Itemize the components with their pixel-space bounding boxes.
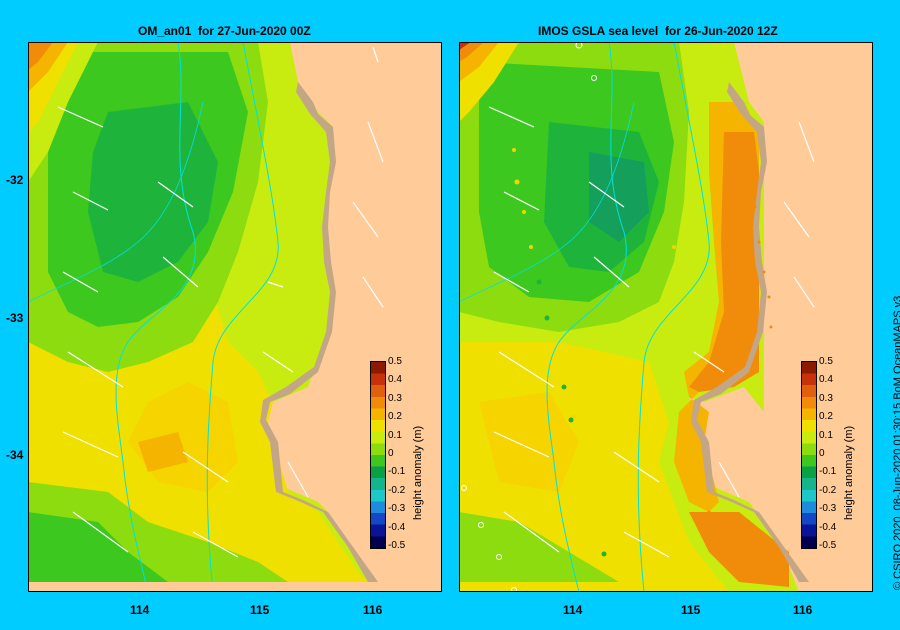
colorbar-1-scale bbox=[370, 361, 386, 549]
colorbar-1-tick-label: -0.4 bbox=[388, 521, 406, 533]
panel-1-x-tick-115: 115 bbox=[250, 603, 270, 617]
colorbar-2-title: height anomaly (m) bbox=[843, 425, 855, 520]
colorbar-1 bbox=[370, 361, 386, 549]
colorbar-2-scale bbox=[801, 361, 817, 549]
colorbar-1-tick-label: -0.3 bbox=[388, 503, 406, 515]
colorbar-1-tick-label: 0.5 bbox=[388, 356, 402, 367]
colorbar-1-tick-label: 0.4 bbox=[388, 374, 402, 386]
colorbar-2-tick-label: 0 bbox=[819, 448, 825, 459]
colorbar-1-tick-label: 0.2 bbox=[388, 411, 402, 423]
panel-1-x-tick-116: 116 bbox=[363, 603, 383, 617]
colorbar-2-tick-label: -0.4 bbox=[819, 521, 837, 533]
colorbar-1-tick-label: 0 bbox=[388, 448, 394, 459]
colorbar-2-tick-label: -0.1 bbox=[819, 466, 837, 478]
credit-text: © CSIRO 2020 08-Jun-2020 01:30:15 BoM Oc… bbox=[892, 295, 900, 590]
map-panel-altimetry bbox=[459, 42, 873, 592]
panel-2-x-tick-115: 115 bbox=[681, 603, 701, 617]
panel-1-title: OM_an01 for 27-Jun-2020 00Z bbox=[138, 24, 311, 38]
panel-2-x-tick-116: 116 bbox=[793, 603, 813, 617]
colorbar-2-tick-label: 0.3 bbox=[819, 392, 833, 404]
colorbar-1-tick-label: -0.5 bbox=[388, 540, 406, 551]
colorbar-1-tick-label: -0.2 bbox=[388, 484, 406, 496]
map-panel-model bbox=[28, 42, 442, 592]
panel-2-x-tick-114: 114 bbox=[563, 603, 583, 617]
colorbar-1-tick-label: 0.1 bbox=[388, 429, 402, 441]
y-tick-34: -34 bbox=[6, 448, 24, 462]
colorbar-1-title: height anomaly (m) bbox=[412, 425, 424, 520]
colorbar-2-tick-label: -0.3 bbox=[819, 503, 837, 515]
colorbar-2-tick-label: 0.4 bbox=[819, 374, 833, 386]
colorbar-2-tick-label: -0.5 bbox=[819, 540, 837, 551]
colorbar-2-tick-label: 0.1 bbox=[819, 429, 833, 441]
colorbar-2-tick-label: -0.2 bbox=[819, 484, 837, 496]
panel-2-title: IMOS GSLA sea level for 26-Jun-2020 12Z bbox=[538, 24, 778, 38]
colorbar-2-tick-label: 0.2 bbox=[819, 411, 833, 423]
colorbar-2-tick-label: 0.5 bbox=[819, 356, 833, 367]
colorbar-2 bbox=[801, 361, 817, 549]
y-tick-33: -33 bbox=[6, 311, 24, 325]
y-tick-32: -32 bbox=[6, 173, 24, 187]
colorbar-1-tick-label: 0.3 bbox=[388, 392, 402, 404]
panel-1-x-tick-114: 114 bbox=[130, 603, 150, 617]
colorbar-1-tick-label: -0.1 bbox=[388, 466, 406, 478]
